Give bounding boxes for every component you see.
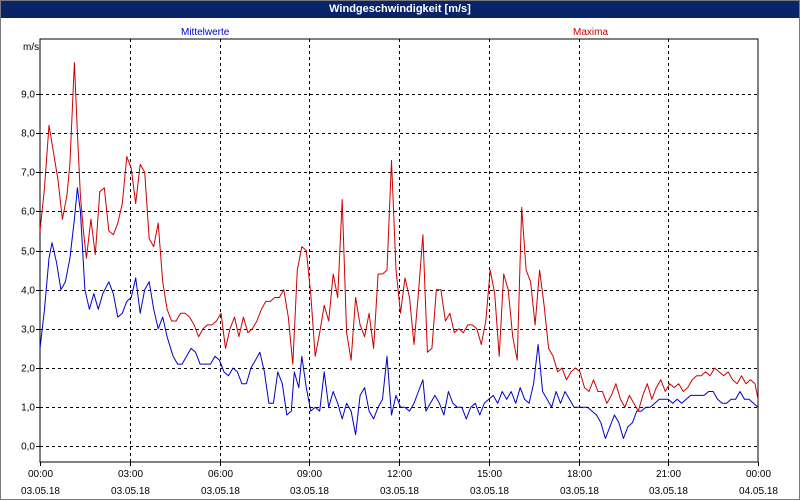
- x-tick-time: 15:00: [477, 469, 502, 480]
- x-tick-time: 18:00: [567, 469, 592, 480]
- y-tick-label: 3,0: [21, 325, 35, 336]
- x-tick-date: 03.05.18: [111, 486, 150, 497]
- x-tick-time: 21:00: [656, 469, 681, 480]
- y-tick-label: 5,0: [21, 247, 35, 258]
- x-tick-date: 03.05.18: [201, 486, 240, 497]
- x-tick-date: 03.05.18: [290, 486, 329, 497]
- window-title: Windgeschwindigkeit [m/s]: [1, 1, 799, 18]
- y-tick-label: 8,0: [21, 129, 35, 140]
- y-axis-unit: m/s: [23, 42, 40, 53]
- x-tick-date: 03.05.18: [21, 486, 60, 497]
- x-tick-time: 00:00: [28, 469, 53, 480]
- x-tick-date: 04.05.18: [739, 486, 778, 497]
- series-line-maxima: [39, 62, 759, 412]
- x-tick-time: 03:00: [118, 469, 143, 480]
- y-tick-label: 1,0: [21, 403, 35, 414]
- y-tick-label: 4,0: [21, 286, 35, 297]
- x-tick-time: 09:00: [297, 469, 322, 480]
- y-tick-label: 2,0: [21, 364, 35, 375]
- y-tick-label: 9,0: [21, 90, 35, 101]
- x-tick-date: 03.05.18: [560, 486, 599, 497]
- x-tick-time: 12:00: [387, 469, 412, 480]
- x-tick-time: 00:00: [746, 469, 771, 480]
- y-tick-label: 0,0: [21, 442, 35, 453]
- x-tick-date: 03.05.18: [649, 486, 688, 497]
- legend-maxima: Maxima: [573, 27, 609, 38]
- y-tick-label: 6,0: [21, 207, 35, 218]
- legend-mittelwerte: Mittelwerte: [181, 27, 230, 38]
- y-tick-label: 7,0: [21, 168, 35, 179]
- x-tick-date: 03.05.18: [380, 486, 419, 497]
- series-line-mittelwerte: [39, 187, 759, 439]
- x-tick-date: 03.05.18: [470, 486, 509, 497]
- x-tick-time: 06:00: [208, 469, 233, 480]
